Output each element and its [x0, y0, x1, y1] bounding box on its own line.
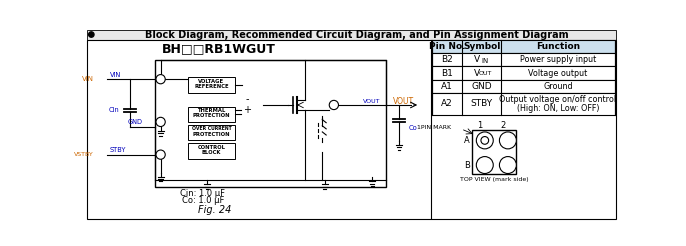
Text: IN: IN: [481, 58, 488, 64]
Circle shape: [476, 156, 493, 173]
Bar: [187, 143, 235, 159]
Circle shape: [156, 150, 165, 159]
Text: V: V: [474, 55, 480, 64]
Text: GND: GND: [128, 119, 143, 125]
Circle shape: [481, 137, 488, 144]
Text: PROTECTION: PROTECTION: [193, 113, 230, 118]
Bar: [431, 93, 615, 115]
Text: A1: A1: [441, 82, 453, 91]
Bar: [155, 60, 386, 187]
Text: OVER CURRENT: OVER CURRENT: [191, 126, 231, 131]
Text: VOUT: VOUT: [363, 99, 381, 104]
Text: B2: B2: [441, 55, 453, 64]
Text: VIN: VIN: [110, 72, 121, 78]
Text: B1: B1: [441, 69, 453, 77]
Text: BLOCK: BLOCK: [202, 150, 221, 155]
Circle shape: [329, 100, 338, 110]
Bar: [431, 53, 615, 66]
Text: OUT: OUT: [479, 71, 493, 76]
Text: Symbol: Symbol: [463, 42, 500, 51]
Text: Fig. 24: Fig. 24: [198, 205, 231, 215]
Text: BH□□RB1WGUT: BH□□RB1WGUT: [161, 42, 275, 55]
Polygon shape: [98, 149, 108, 160]
Bar: [431, 66, 615, 79]
Text: B: B: [464, 161, 470, 169]
Text: +: +: [243, 105, 251, 115]
Text: REFERENCE: REFERENCE: [194, 84, 228, 89]
Text: Pin No.: Pin No.: [429, 42, 465, 51]
Text: A2: A2: [156, 152, 165, 157]
Text: PROTECTION: PROTECTION: [193, 132, 230, 137]
Bar: [187, 125, 235, 140]
Text: TOP VIEW (mark side): TOP VIEW (mark side): [460, 177, 528, 182]
Text: Co: 1.0 μF: Co: 1.0 μF: [182, 196, 224, 205]
Text: Co: Co: [409, 125, 417, 131]
Bar: [187, 107, 235, 122]
Circle shape: [156, 75, 165, 84]
Text: B1: B1: [330, 103, 338, 108]
Text: VOUT: VOUT: [393, 97, 414, 106]
Text: B2: B2: [157, 77, 165, 82]
Text: GND: GND: [471, 82, 492, 91]
Text: A2: A2: [441, 99, 453, 108]
Text: Cin: 1.0 μF: Cin: 1.0 μF: [180, 189, 226, 198]
Text: Ground: Ground: [543, 82, 573, 91]
Circle shape: [88, 32, 94, 37]
Bar: [88, 30, 615, 40]
Text: -: -: [245, 95, 248, 105]
Text: VOLTAGE: VOLTAGE: [198, 79, 224, 84]
Text: Output voltage on/off control: Output voltage on/off control: [499, 95, 617, 104]
Text: VIN: VIN: [82, 76, 95, 82]
Bar: [431, 40, 615, 53]
Text: STBY: STBY: [110, 147, 126, 154]
Bar: [431, 79, 615, 93]
Text: THERMAL: THERMAL: [198, 108, 226, 113]
Text: Block Diagram, Recommended Circuit Diagram, and Pin Assignment Diagram: Block Diagram, Recommended Circuit Diagr…: [145, 30, 569, 40]
Circle shape: [499, 132, 517, 149]
Text: A1: A1: [156, 119, 165, 124]
Circle shape: [156, 117, 165, 126]
Text: Power supply input: Power supply input: [520, 55, 596, 64]
Text: STBY: STBY: [471, 99, 493, 108]
Polygon shape: [98, 73, 108, 85]
Text: VSTBY: VSTBY: [74, 152, 93, 157]
Text: 1PIN MARK: 1PIN MARK: [417, 125, 451, 130]
Polygon shape: [241, 94, 263, 116]
Text: A: A: [464, 136, 470, 145]
Text: Cin: Cin: [109, 107, 120, 113]
Text: Function: Function: [536, 42, 580, 51]
Text: 2: 2: [501, 121, 506, 129]
Circle shape: [476, 132, 493, 149]
Text: (High: ON, Low: OFF): (High: ON, Low: OFF): [517, 104, 599, 113]
Bar: [473, 130, 516, 173]
Text: CONTROL: CONTROL: [198, 145, 226, 150]
Text: V: V: [474, 69, 480, 77]
Bar: [187, 77, 235, 93]
Text: 1: 1: [477, 121, 483, 129]
Text: Voltage output: Voltage output: [528, 69, 588, 77]
Circle shape: [499, 156, 517, 173]
